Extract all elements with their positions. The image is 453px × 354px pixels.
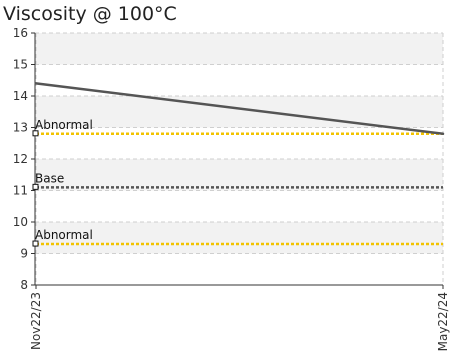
reference-marker <box>32 183 39 190</box>
series-line <box>34 82 445 136</box>
y-tick-label: 11 <box>13 184 28 198</box>
reference-marker <box>32 130 39 137</box>
grid-band <box>35 33 443 65</box>
y-tick-label: 15 <box>13 58 28 72</box>
x-tick-label: May22/24 <box>436 292 450 351</box>
tick-labels: 8 9 10 11 12 13 14 15 16 Nov22/23 May22/24 <box>13 26 450 351</box>
y-tick-label: 12 <box>13 152 28 166</box>
reference-marker <box>32 240 39 247</box>
y-tick-label: 8 <box>20 278 28 292</box>
x-tick-label: Nov22/23 <box>29 292 43 350</box>
reference-label: Abnormal <box>35 118 93 132</box>
grid-bands <box>35 33 443 254</box>
reference-label: Base <box>35 171 64 185</box>
grid-band <box>35 222 443 254</box>
y-tick-label: 13 <box>13 121 28 135</box>
grid-band <box>35 96 443 128</box>
y-tick-label: 9 <box>20 247 28 261</box>
y-tick-label: 10 <box>13 215 28 229</box>
chart-title: Viscosity @ 100°C <box>3 3 177 25</box>
y-tick-label: 14 <box>13 89 28 103</box>
grid-lines <box>35 32 444 285</box>
axes <box>31 32 444 289</box>
reference-lines: Abnormal Base Abnormal <box>32 118 443 247</box>
series-lines <box>34 82 445 136</box>
y-tick-label: 16 <box>13 26 28 40</box>
grid-band <box>35 159 443 191</box>
reference-label: Abnormal <box>35 228 93 242</box>
